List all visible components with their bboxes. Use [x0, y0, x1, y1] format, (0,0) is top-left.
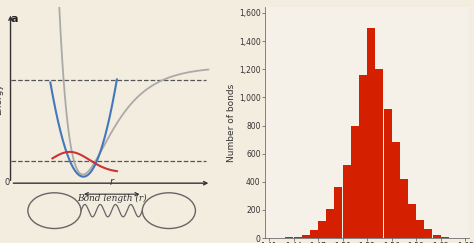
Bar [335, 187, 343, 238]
Y-axis label: Number of bonds: Number of bonds [227, 84, 236, 162]
Text: r: r [109, 177, 114, 187]
Bar [441, 237, 449, 238]
Bar [375, 69, 383, 238]
Bar [433, 235, 440, 238]
Text: Bond length (r): Bond length (r) [77, 194, 146, 203]
Bar [326, 208, 334, 238]
Text: 0: 0 [4, 178, 9, 187]
Bar [383, 109, 392, 238]
Bar [392, 142, 400, 238]
Bar [408, 204, 416, 238]
Bar [285, 237, 293, 238]
Text: Energy: Energy [0, 83, 3, 115]
Bar [351, 126, 359, 238]
Bar [416, 220, 424, 238]
Bar [424, 229, 432, 238]
Bar [318, 221, 326, 238]
Text: a: a [10, 14, 18, 24]
Bar [343, 165, 351, 238]
Bar [310, 230, 318, 238]
Bar [302, 235, 310, 238]
Bar [293, 237, 301, 238]
Bar [367, 28, 375, 238]
Bar [400, 179, 408, 238]
Bar [359, 75, 367, 238]
